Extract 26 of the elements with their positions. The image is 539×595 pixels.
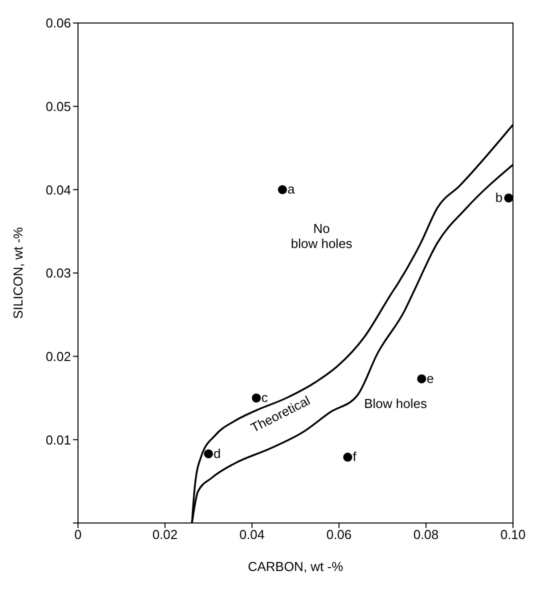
x-tick-label: 0	[74, 527, 82, 542]
y-tick-label: 0.05	[46, 98, 71, 114]
annotation: d	[214, 446, 221, 461]
x-tick-label: 0.04	[239, 527, 265, 542]
point	[504, 193, 513, 203]
y-tick-label: 0.01	[46, 432, 71, 448]
x-tick-label: 0.02	[152, 527, 178, 542]
annotation: e	[426, 370, 434, 386]
y-tick-label: 0.04	[46, 182, 71, 198]
point	[204, 449, 214, 458]
annotation: a	[287, 182, 296, 197]
point	[278, 185, 287, 194]
annotation: f	[352, 449, 357, 464]
annotation: Blow holes	[364, 396, 428, 411]
y-tick-label: 0.03	[46, 266, 71, 281]
y-axis-title: SILICON, wt -%	[10, 226, 26, 319]
y-tick-label: 0.02	[46, 348, 71, 364]
x-axis-title: CARBON, wt -%	[248, 559, 344, 574]
x-tick-label: 0.10	[500, 527, 526, 542]
x-tick-label: 0.08	[413, 527, 439, 542]
point	[417, 374, 426, 384]
annotation: b	[495, 190, 503, 205]
point	[343, 452, 352, 462]
annotation: No blow holes	[290, 221, 353, 251]
y-tick-label: 0.06	[46, 16, 71, 31]
x-tick-label: 0.06	[326, 527, 352, 542]
